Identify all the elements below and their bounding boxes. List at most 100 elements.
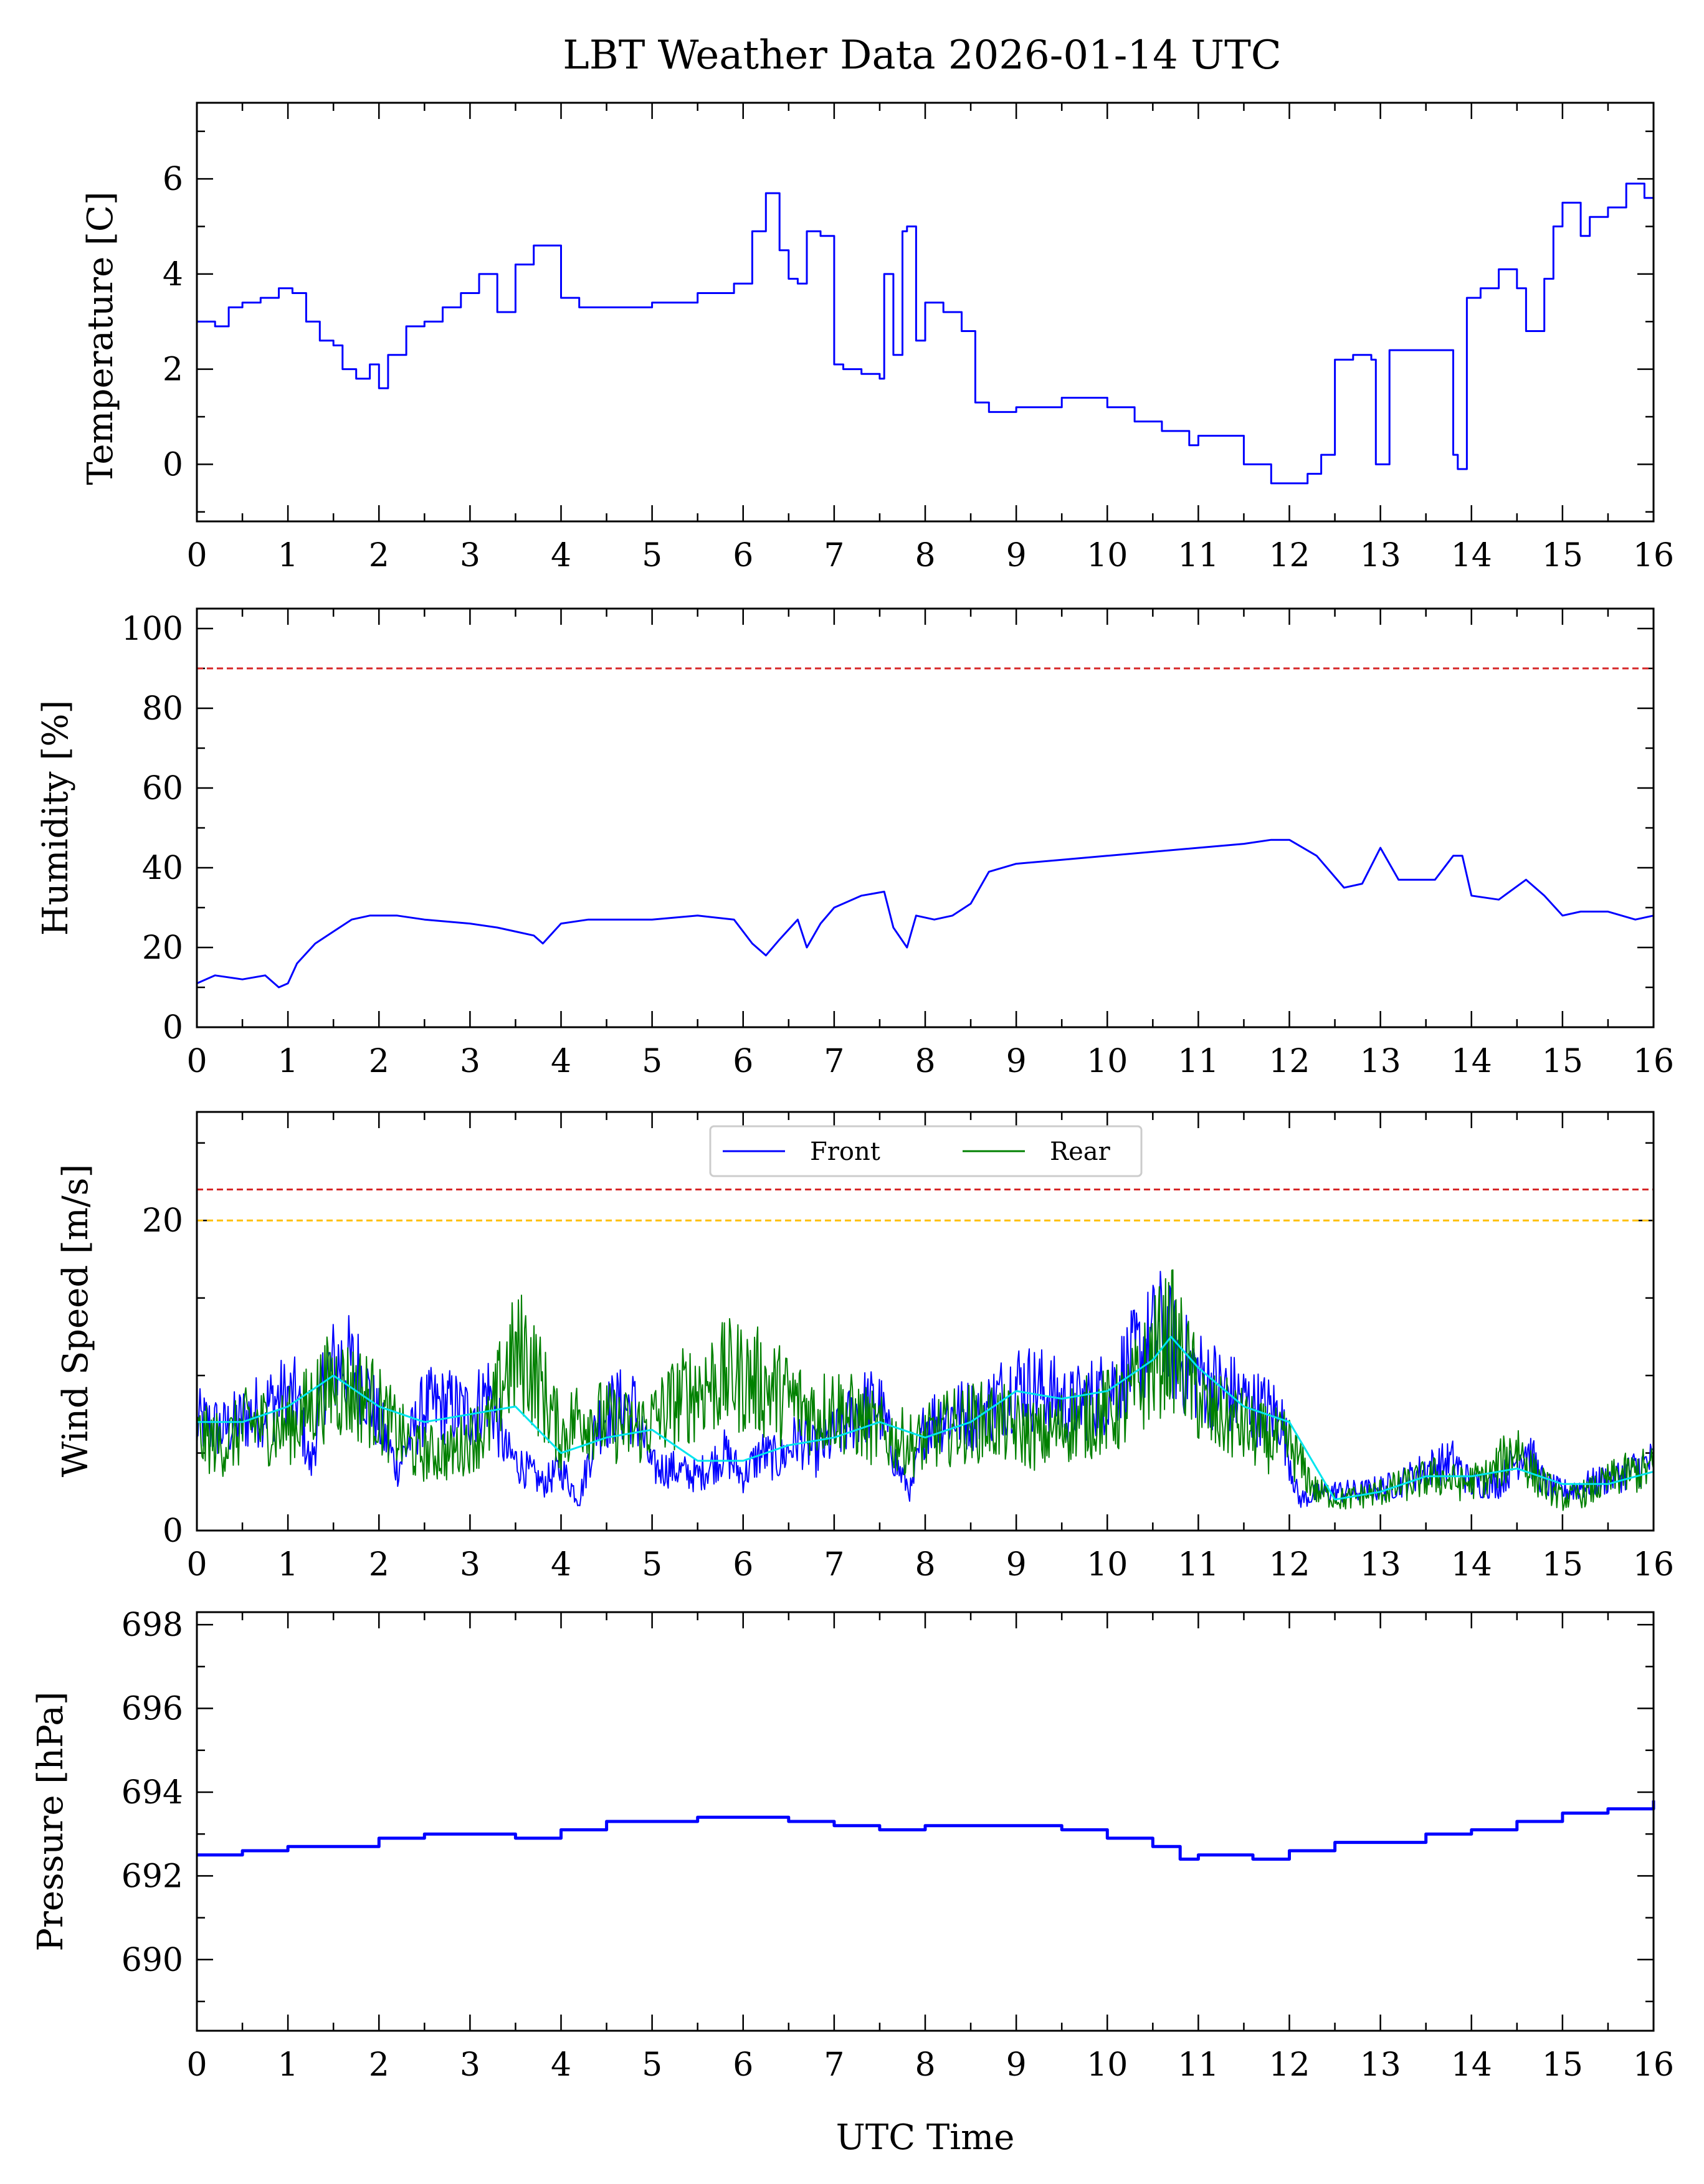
y-tick-label: 2 [163,351,183,389]
y-tick-label: 6 [163,161,183,198]
temperature-lines [197,183,1655,485]
wind-legend: Front Rear [709,1125,1143,1177]
x-tick-label: 9 [1006,1043,1027,1080]
x-tick-label: 10 [1087,537,1128,574]
legend-front-label: Front [810,1137,880,1166]
humidity-lines [196,667,1654,989]
x-tick-label: 8 [915,1043,935,1080]
x-tick-label: 3 [460,1043,480,1080]
x-tick-label: 16 [1633,1546,1674,1583]
wind-lines [196,1188,1654,1511]
series-temperature-line [197,183,1655,485]
series-front-line [196,1271,1654,1508]
x-tick-label: 9 [1006,537,1027,574]
x-tick-label: 11 [1178,1043,1219,1080]
x-tick-label: 5 [642,1546,662,1583]
temperature-panel: Temperature [C] 0 1 2 3 4 5 6 7 8 9 10 11 12 13 14 15 16… [80,102,1674,574]
humidity-frame [196,607,1655,1028]
x-tick-label: 14 [1451,1546,1492,1583]
x-tick-label: 12 [1268,2046,1310,2084]
series-rear-line [196,1269,1654,1511]
x-tick-label: 4 [551,1546,571,1583]
x-tick-label: 0 [186,1546,207,1583]
x-tick-label: 3 [460,537,480,574]
x-tick-label: 0 [186,537,207,574]
pressure-panel: Pressure [hPa] 0 1 2 3 4 5 6 7 8 9 10 11 12 13 14 15 166… [31,1607,1674,2084]
x-tick-label: 3 [460,2046,480,2084]
x-tick-label: 3 [460,1546,480,1583]
x-tick-label: 7 [824,1546,844,1583]
y-tick-label: 692 [121,1858,183,1895]
x-tick-label: 7 [824,537,844,574]
y-tick-label: 60 [142,770,183,807]
x-tick-label: 6 [733,2046,753,2084]
y-tick-label: 40 [142,850,183,887]
x-tick-label: 14 [1451,1043,1492,1080]
x-tick-label: 10 [1087,1546,1128,1583]
y-tick-label: 80 [142,690,183,728]
x-tick-label: 1 [278,1043,298,1080]
humidity-axis-label: Humidity [%] [36,700,76,936]
x-tick-label: 10 [1087,1043,1128,1080]
x-tick-label: 1 [278,537,298,574]
x-tick-label: 13 [1360,1043,1401,1080]
x-tick-label: 7 [824,2046,844,2084]
humidity-panel: Humidity [%] 0 1 2 3 4 5 6 7 8 9 10 11 12 13 14 15 16020… [36,607,1674,1080]
x-tick-label: 15 [1542,1043,1583,1080]
x-tick-label: 11 [1178,537,1219,574]
x-tick-label: 2 [369,1546,389,1583]
x-tick-label: 14 [1451,537,1492,574]
x-tick-label: 5 [642,537,662,574]
x-tick-label: 6 [733,537,753,574]
x-tick-label: 14 [1451,2046,1492,2084]
x-tick-label: 4 [551,1043,571,1080]
x-tick-label: 15 [1542,2046,1583,2084]
y-tick-label: 696 [121,1691,183,1728]
x-tick-label: 2 [369,2046,389,2084]
x-tick-label: 4 [551,2046,571,2084]
legend-rear-label: Rear [1050,1137,1111,1166]
y-tick-label: 694 [121,1774,183,1811]
x-tick-label: 16 [1633,1043,1674,1080]
x-tick-label: 11 [1178,2046,1219,2084]
x-tick-label: 10 [1087,2046,1128,2084]
x-tick-label: 8 [915,1546,935,1583]
temperature-axis-label: Temperature [C] [80,191,121,485]
x-tick-label: 15 [1542,1546,1583,1583]
pressure-lines [197,1800,1655,1861]
x-tick-label: 16 [1633,537,1674,574]
pressure-frame [196,1611,1655,2032]
y-tick-label: 698 [121,1607,183,1644]
x-tick-label: 9 [1006,1546,1027,1583]
wind-axis-label: Wind Speed [m/s] [55,1164,96,1478]
y-tick-label: 0 [163,446,183,483]
x-tick-label: 13 [1360,2046,1401,2084]
y-tick-label: 4 [163,256,183,293]
x-tick-label: 16 [1633,2046,1674,2084]
x-tick-label: 12 [1268,1043,1310,1080]
x-tick-label: 8 [915,2046,935,2084]
x-tick-label: 2 [369,537,389,574]
y-tick-label: 690 [121,1942,183,1979]
y-tick-label: 0 [163,1009,183,1047]
x-tick-label: 11 [1178,1546,1219,1583]
x-tick-label: 0 [186,2046,207,2084]
x-tick-label: 12 [1268,1546,1310,1583]
x-axis-label: UTC Time [836,2117,1015,2158]
x-tick-label: 1 [278,2046,298,2084]
x-tick-label: 5 [642,1043,662,1080]
x-tick-label: 15 [1542,537,1583,574]
series-front-smoothed-line [197,1336,1654,1501]
x-tick-label: 13 [1360,1546,1401,1583]
wind-panel: Wind Speed [m/s] 0 1 2 3 4 5 6 7 8 9 10 11 12 13 14 15 1… [55,1111,1674,1583]
x-tick-label: 0 [186,1043,207,1080]
x-tick-label: 5 [642,2046,662,2084]
y-tick-label: 0 [163,1512,183,1550]
x-tick-label: 1 [278,1546,298,1583]
x-tick-label: 4 [551,537,571,574]
x-tick-label: 8 [915,537,935,574]
